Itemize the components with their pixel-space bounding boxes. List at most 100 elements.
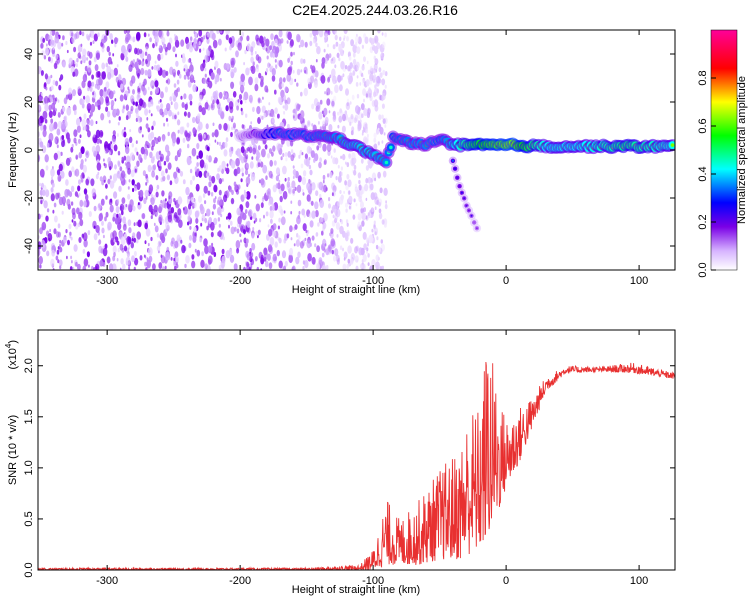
noise-speckle [203,238,208,247]
noise-speckle [105,96,109,104]
noise-speckle [40,42,44,49]
noise-speckle [260,257,265,265]
noise-speckle [330,238,336,247]
noise-speckle [367,262,370,266]
noise-speckle [111,263,117,270]
noise-speckle [366,247,369,252]
noise-speckle [225,250,231,259]
noise-speckle [92,40,95,44]
noise-speckle [272,52,275,59]
noise-speckle [256,66,259,73]
noise-speckle [183,93,187,100]
noise-speckle [375,254,380,262]
noise-speckle [332,115,337,122]
noise-speckle [266,55,269,60]
noise-speckle [112,216,116,222]
noise-speckle [105,81,110,89]
noise-speckle [109,175,112,180]
noise-speckle [335,208,341,218]
noise-speckle [188,93,193,101]
noise-speckle [166,246,170,252]
noise-speckle [170,101,173,106]
noise-speckle [291,180,296,189]
noise-speckle [187,143,190,149]
noise-speckle [78,237,82,243]
noise-speckle [147,141,150,146]
noise-speckle [141,134,144,138]
noise-speckle [222,236,225,241]
noise-speckle [368,87,371,92]
noise-speckle [44,154,49,163]
noise-speckle [302,223,307,232]
noise-speckle [147,242,150,247]
noise-speckle [327,76,330,81]
noise-speckle [382,69,386,76]
noise-speckle [218,223,221,228]
noise-speckle [208,217,213,225]
noise-speckle [101,227,105,234]
noise-speckle [297,214,300,220]
noise-speckle [304,70,306,74]
noise-speckle [356,93,360,99]
noise-speckle [263,36,266,42]
noise-speckle [350,130,354,136]
noise-speckle [151,139,156,148]
noise-speckle [81,98,85,105]
noise-speckle [283,265,286,270]
noise-speckle [188,242,192,249]
noise-speckle [340,219,344,225]
noise-speckle [337,74,342,83]
noise-speckle [62,61,66,68]
noise-speckle [236,248,240,254]
noise-speckle [271,75,276,82]
noise-speckle [339,108,343,114]
noise-speckle [135,117,138,122]
noise-speckle [83,113,87,120]
noise-speckle [335,41,339,47]
noise-speckle [155,188,158,193]
noise-speckle [338,196,344,205]
noise-speckle [87,50,91,57]
noise-speckle [374,196,379,205]
noise-speckle [156,64,161,71]
noise-speckle [50,118,54,124]
noise-speckle [243,228,246,235]
noise-speckle [115,206,120,214]
noise-speckle [91,265,94,270]
noise-speckle [134,185,138,192]
noise-speckle [124,138,129,146]
noise-speckle [332,110,336,117]
noise-speckle [183,111,187,117]
noise-speckle [72,89,76,97]
noise-speckle [229,254,235,263]
noise-speckle [286,181,291,188]
snr-x-axis-label: Height of straight line (km) [292,584,420,596]
noise-speckle [42,110,48,120]
noise-speckle [280,216,286,226]
noise-speckle [83,125,87,131]
noise-speckle [136,231,141,240]
noise-speckle [346,222,349,227]
noise-speckle [114,236,117,240]
noise-speckle [346,173,350,180]
noise-speckle [51,249,56,257]
noise-speckle [179,170,184,177]
noise-speckle [109,166,112,171]
noise-speckle [228,37,233,44]
noise-speckle [274,59,277,63]
noise-speckle [144,261,147,267]
noise-speckle [224,141,228,148]
colorbar-tick-label: 0.8 [697,70,709,85]
noise-speckle [275,167,281,176]
noise-speckle [260,80,264,88]
noise-speckle [366,133,369,138]
noise-speckle [120,258,124,265]
noise-speckle [165,79,168,84]
noise-speckle [75,31,80,39]
noise-speckle [46,142,50,148]
noise-speckle [296,68,301,76]
noise-speckle [245,201,250,209]
noise-speckle [73,60,76,65]
noise-speckle [337,124,340,129]
noise-speckle [69,235,72,239]
